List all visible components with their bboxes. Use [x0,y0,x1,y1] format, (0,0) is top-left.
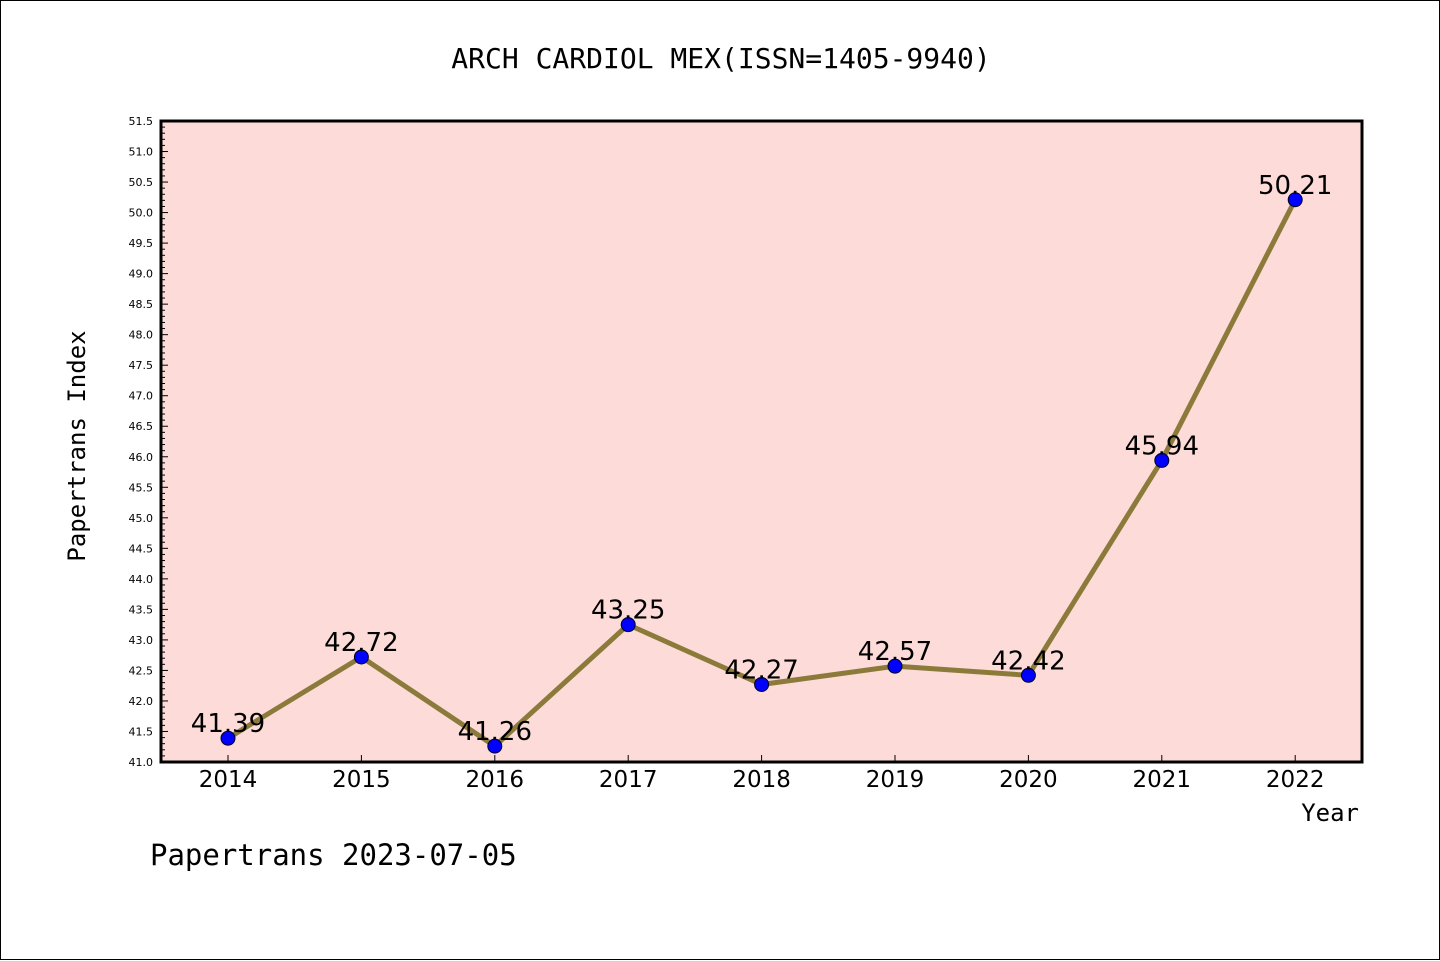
x-tick-label: 2015 [332,767,391,793]
y-tick-label: 48.0 [129,329,154,342]
y-tick-label: 45.0 [129,512,154,525]
data-label: 41.26 [458,717,532,747]
y-tick-label: 47.0 [129,390,154,403]
x-axis-title: Year [1301,799,1359,827]
x-tick-label: 2021 [1133,767,1192,793]
y-tick-label: 51.5 [129,115,154,128]
data-point-marker [754,676,770,692]
y-tick-label: 50.0 [129,207,154,220]
y-tick-label: 48.5 [129,298,154,311]
y-tick-label: 49.5 [129,237,154,250]
y-tick-label: 49.0 [129,268,154,281]
x-tick-label: 2020 [999,767,1058,793]
y-tick-label: 46.0 [129,451,154,464]
y-tick-label: 44.5 [129,542,154,555]
y-tick-label: 42.5 [129,664,154,677]
data-point-marker [1154,452,1170,468]
y-tick-label: 47.5 [129,359,154,372]
data-point-marker [620,617,636,633]
data-label: 45.94 [1125,431,1199,461]
y-tick-label: 43.5 [129,603,154,616]
data-label: 42.27 [724,655,798,685]
y-tick-label: 51.0 [129,146,154,159]
y-tick-label: 45.5 [129,481,154,494]
x-tick-label: 2017 [599,767,658,793]
data-label: 42.42 [991,646,1065,676]
y-tick-label: 42.0 [129,695,154,708]
series-group: 41.39 42.72 41.26 43.25 42.27 42.57 42.42 45.94… [191,171,1332,754]
plot-border [159,119,1364,764]
y-tick-label: 43.0 [129,634,154,647]
x-tick-label: 2018 [732,767,791,793]
y-axis-title: Papertrans Index [63,330,91,561]
data-label: 42.57 [858,637,932,667]
y-tick-label: 46.5 [129,420,154,433]
data-point-marker [1020,667,1036,683]
data-point-marker [1287,192,1303,208]
y-tick-label: 41.0 [129,756,154,769]
y-tick-label: 44.0 [129,573,154,586]
y-axis: 41.0 41.5 42.0 42.5 43.0 43.5 44.0 44.5 45.0 45.5… [129,115,168,769]
x-tick-label: 2016 [466,767,525,793]
x-tick-label: 2022 [1266,767,1325,793]
data-point-marker [353,649,369,665]
x-tick-label: 2014 [199,767,258,793]
y-tick-label: 50.5 [129,176,154,189]
data-label: 50.21 [1258,171,1332,201]
x-tick-label: 2019 [866,767,925,793]
data-label: 41.39 [191,709,265,739]
data-label: 42.72 [324,628,398,658]
data-point-marker [487,738,503,754]
footer-source-date: Papertrans 2023-07-05 [150,838,517,872]
data-label: 43.25 [591,596,665,626]
chart-title: ARCH CARDIOL MEX(ISSN=1405-9940) [451,42,990,75]
data-point-marker [220,730,236,746]
data-point-marker [887,658,903,674]
y-tick-label: 41.5 [129,725,154,738]
